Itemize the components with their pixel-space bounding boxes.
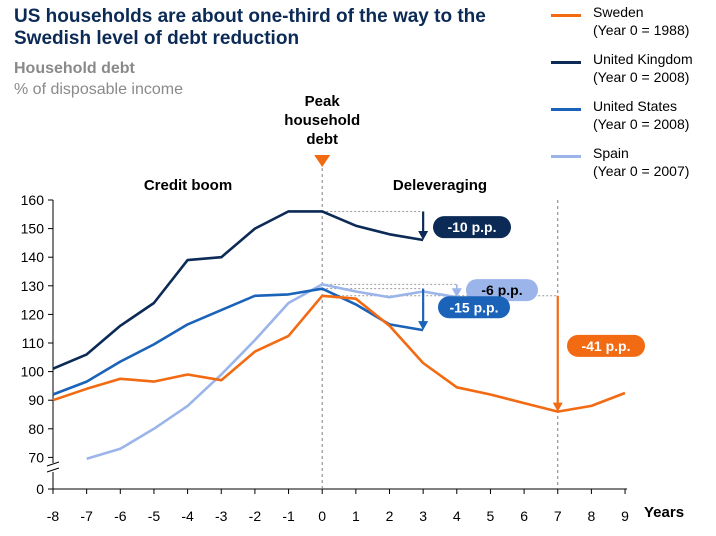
chart-title: US households are about one-third of the… (14, 6, 486, 49)
phase-label-deleveraging: Deleveraging (393, 177, 487, 194)
x-tick-label: 4 (453, 508, 461, 524)
series-line-united-kingdom (52, 210, 424, 370)
legend-base-year: (Year 0 = 2008) (593, 69, 690, 85)
series-line-spain (86, 283, 458, 461)
legend-name: Spain (593, 145, 629, 161)
x-tick-label: 1 (352, 508, 360, 524)
x-tick-label: 2 (386, 508, 394, 524)
legend-base-year: (Year 0 = 2007) (593, 163, 690, 179)
y-tick-label: 150 (21, 221, 45, 237)
x-tick-label: 9 (621, 508, 629, 524)
x-tick-label: -7 (80, 508, 93, 524)
badge-label-sweden: -41 p.p. (581, 338, 630, 354)
legend-base-year: (Year 0 = 1988) (593, 22, 690, 38)
x-tick-label: -1 (282, 508, 295, 524)
legend-item-sweden: Sweden (Year 0 = 1988) (551, 4, 716, 51)
badge-united-kingdom (433, 216, 511, 239)
axis-break-mark (46, 461, 60, 467)
legend: Sweden (Year 0 = 1988) United Kingdom (Y… (551, 4, 716, 192)
y-tick-label: 100 (21, 364, 45, 380)
y-tick-label: 110 (22, 335, 45, 351)
x-tick-label: 6 (520, 508, 528, 524)
x-tick-label: -5 (148, 508, 161, 524)
arrow-head-icon-united-states (418, 321, 429, 331)
arrow-head-icon-united-kingdom (418, 231, 429, 241)
series-line-united-states (52, 287, 424, 396)
axis-break-mark (46, 467, 60, 473)
x-tick-label: -6 (114, 508, 127, 524)
badge-united-states (438, 296, 510, 319)
y-tick-label: 130 (21, 278, 45, 294)
chart-subtitle: Household debt (14, 60, 135, 77)
y-tick-label: 0 (36, 481, 44, 497)
x-tick-label: 7 (554, 508, 562, 524)
legend-item-united-states: United States (Year 0 = 2008) (551, 98, 716, 145)
peak-label: Peak (305, 93, 341, 110)
y-tick-label: 160 (21, 192, 45, 208)
legend-base-year: (Year 0 = 2008) (593, 116, 690, 132)
x-tick-label: -2 (249, 508, 262, 524)
x-tick-label: 5 (487, 508, 495, 524)
y-tick-label: 80 (28, 421, 44, 437)
arrow-head-icon-sweden (552, 402, 563, 412)
badge-label-united-states: -15 p.p. (449, 299, 498, 315)
legend-item-united-kingdom: United Kingdom (Year 0 = 2008) (551, 51, 716, 98)
x-tick-label: -8 (47, 508, 60, 524)
y-tick-label: 70 (28, 449, 44, 465)
series-line-sweden (52, 294, 626, 413)
badge-label-spain: -6 p.p. (481, 282, 522, 298)
legend-item-spain: Spain (Year 0 = 2007) (551, 145, 716, 192)
legend-swatch-united-kingdom (551, 61, 581, 64)
y-tick-label: 90 (28, 392, 44, 408)
badge-sweden (567, 334, 645, 357)
x-axis-label: Years (644, 504, 684, 521)
legend-swatch-spain (551, 155, 581, 158)
x-tick-label: -3 (215, 508, 228, 524)
phase-label-credit-boom: Credit boom (144, 177, 232, 194)
unit-label: % of disposable income (14, 81, 183, 98)
legend-swatch-sweden (551, 14, 581, 17)
legend-name: United Kingdom (593, 51, 693, 67)
y-tick-label: 120 (21, 306, 45, 322)
legend-swatch-united-states (551, 108, 581, 111)
peak-label: household (284, 112, 360, 129)
x-tick-label: 3 (419, 508, 427, 524)
legend-name: United States (593, 98, 678, 114)
legend-name: Sweden (593, 4, 644, 20)
peak-label: debt (306, 131, 338, 148)
badge-spain (466, 279, 538, 302)
x-tick-label: 0 (318, 508, 326, 524)
x-tick-label: 8 (588, 508, 596, 524)
badge-label-united-kingdom: -10 p.p. (447, 219, 496, 235)
x-tick-label: -4 (181, 508, 194, 524)
y-tick-label: 140 (21, 249, 45, 265)
peak-marker-icon (314, 155, 331, 167)
arrow-head-icon-spain (451, 288, 462, 298)
